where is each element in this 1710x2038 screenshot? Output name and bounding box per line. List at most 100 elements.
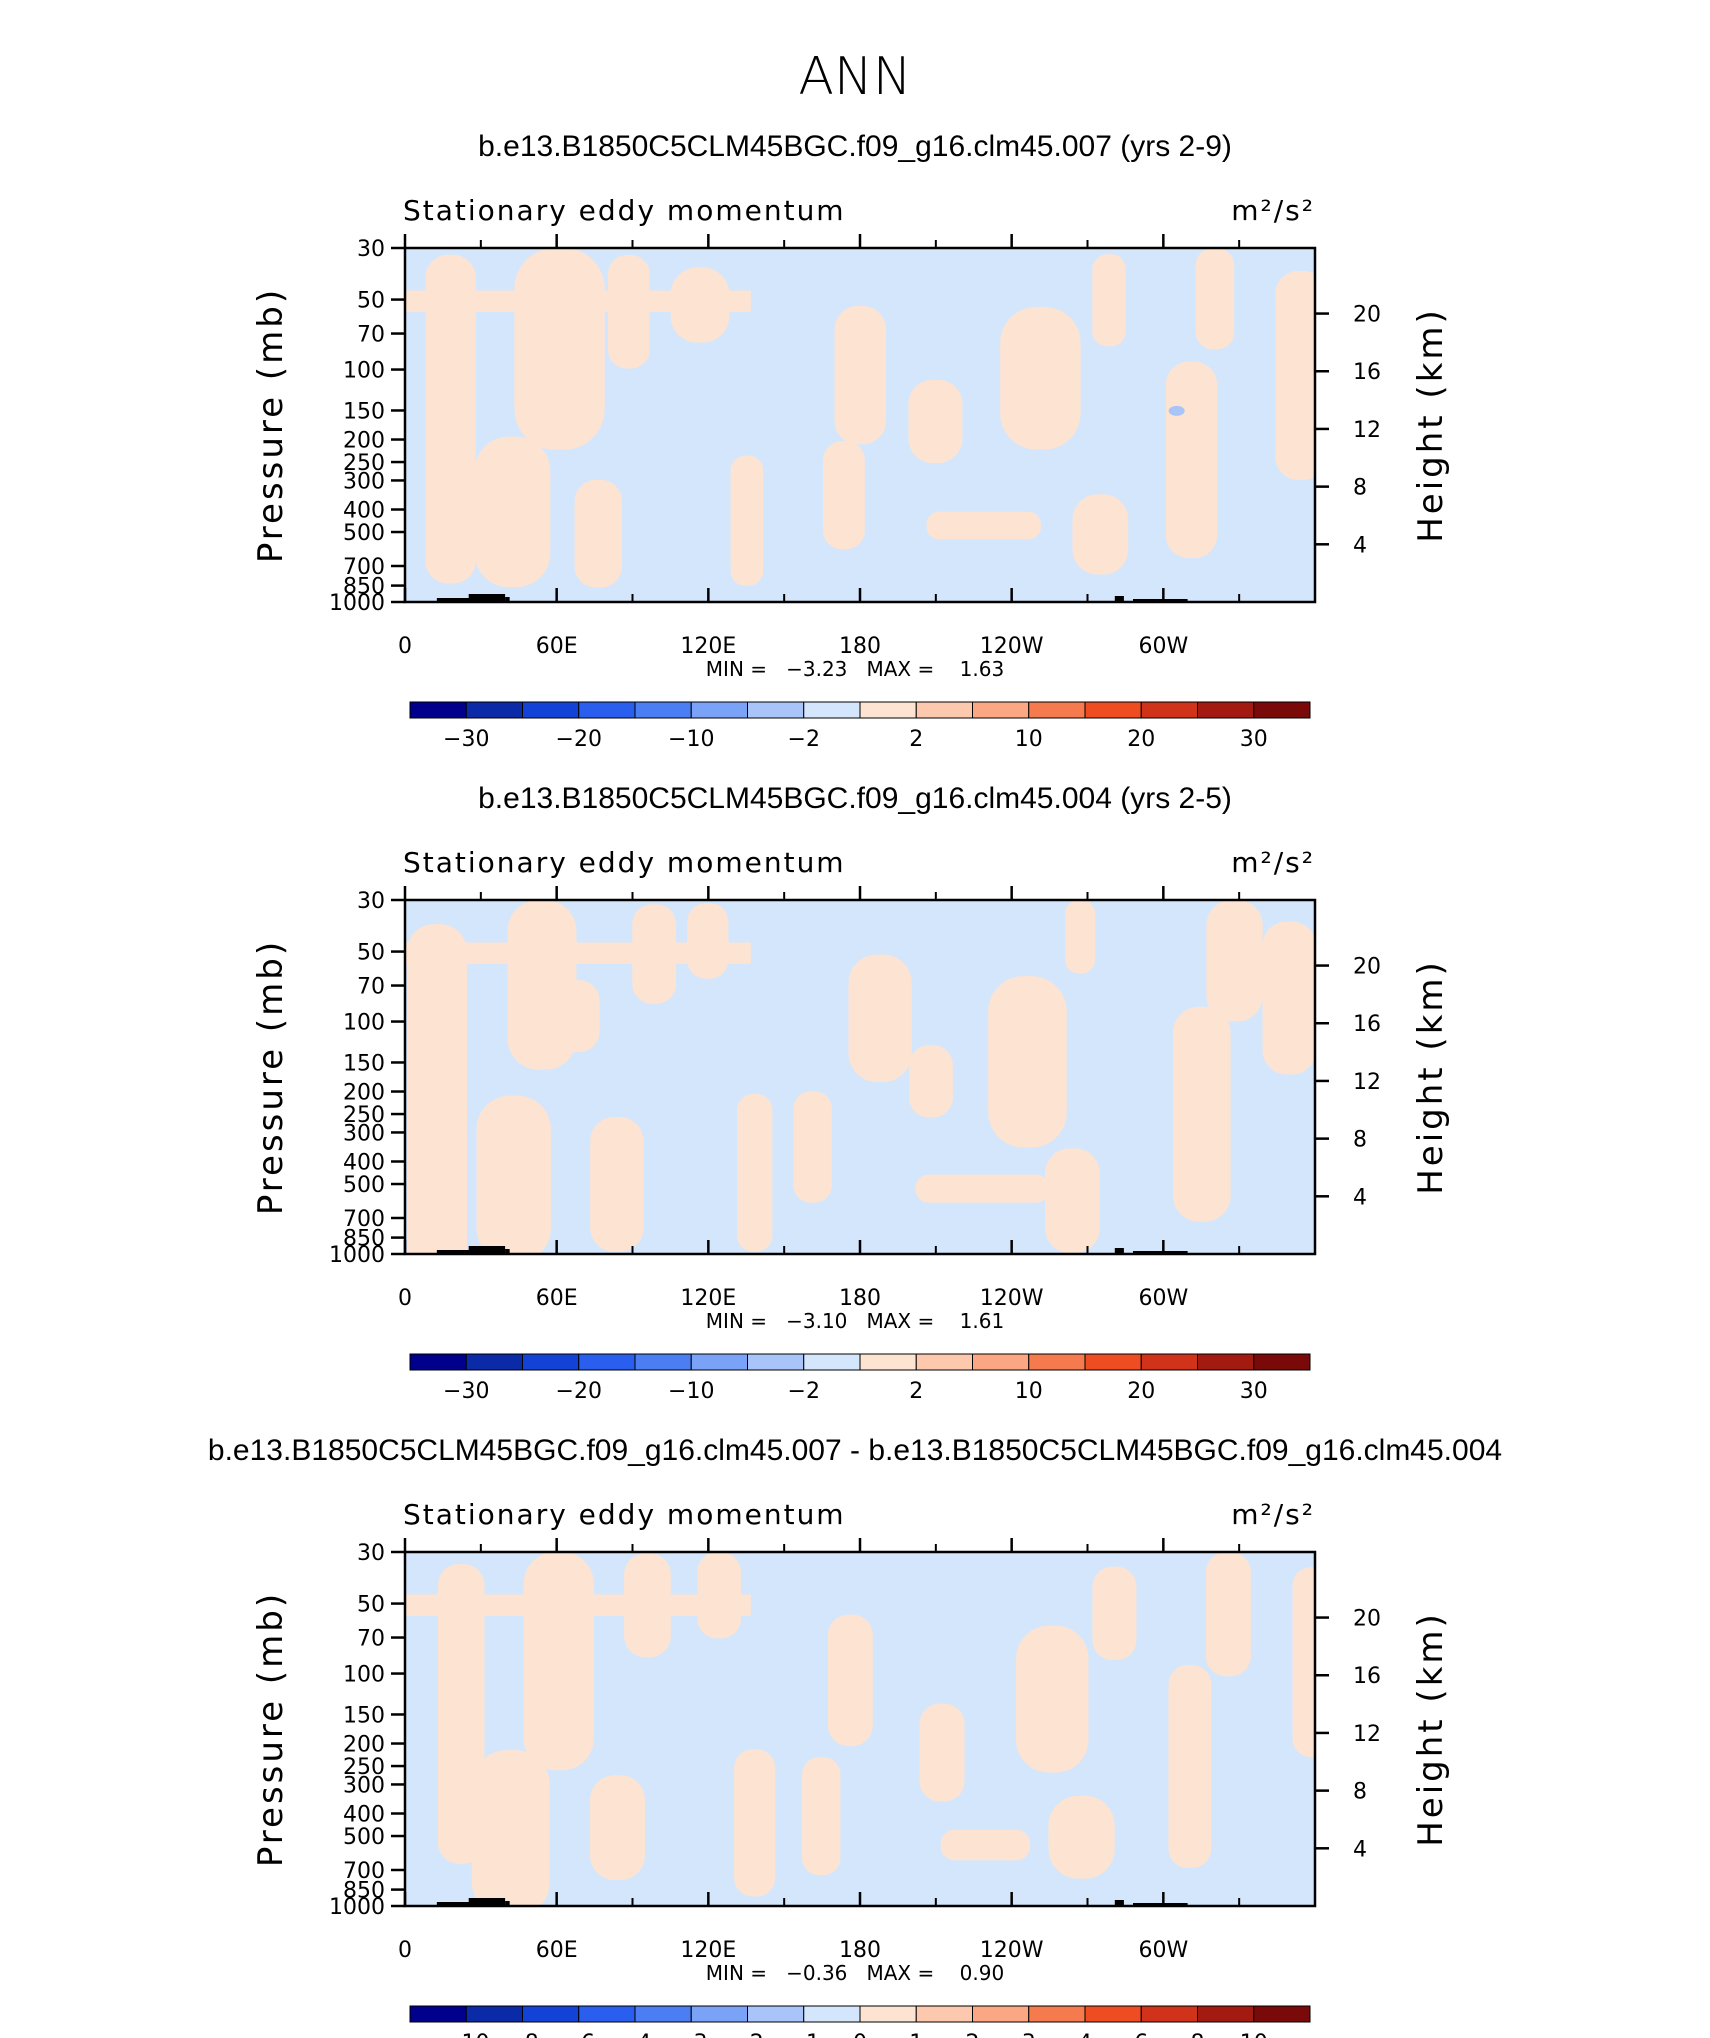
chart-panel-1: b.e13.B1850C5CLM45BGC.f09_g16.clm45.007 … xyxy=(251,130,1451,752)
y-tick-label: 700 xyxy=(343,1207,385,1232)
colorbar-swatch xyxy=(859,1353,917,1371)
right-tick-label: 20 xyxy=(1353,955,1381,980)
y-tick-label: 700 xyxy=(343,1859,385,1884)
x-tick-label: 0 xyxy=(398,1286,412,1311)
positive-contour-region xyxy=(834,305,886,445)
positive-contour-region xyxy=(1262,921,1315,1075)
colorbar-label: −10 xyxy=(668,1379,714,1404)
colorbar-swatch xyxy=(915,1353,973,1371)
colorbar-label: −2 xyxy=(731,2031,763,2038)
colorbar-swatch xyxy=(409,1353,467,1371)
y-tick-label: 250 xyxy=(343,1755,385,1780)
colorbar-swatch xyxy=(465,701,523,719)
positive-contour-region xyxy=(1045,1148,1100,1254)
positive-contour-region xyxy=(534,1639,580,1713)
colorbar-swatch xyxy=(409,2005,467,2023)
positive-contour-region xyxy=(554,980,600,1053)
topography-mask xyxy=(1114,1248,1124,1254)
positive-contour-region xyxy=(1065,900,1096,974)
min-max-stats: MIN = −3.10 MAX = 1.61 xyxy=(706,1309,1004,1333)
colorbar-swatch xyxy=(803,701,861,719)
panel-title: b.e13.B1850C5CLM45BGC.f09_g16.clm45.007 … xyxy=(208,1434,1502,1467)
positive-contour-region xyxy=(1205,1552,1251,1677)
positive-contour-region xyxy=(541,343,573,408)
positive-contour-region xyxy=(1072,494,1129,575)
colorbar-label: 30 xyxy=(1240,727,1268,752)
right-axis-title: Height (km) xyxy=(1411,307,1451,543)
x-tick-label: 120W xyxy=(980,634,1044,659)
positive-contour-region xyxy=(1000,306,1081,450)
right-tick-label: 16 xyxy=(1353,1664,1381,1689)
topography-mask xyxy=(505,1249,510,1254)
y-tick-label: 70 xyxy=(357,323,385,348)
colorbar-swatch xyxy=(578,701,636,719)
x-tick-label: 0 xyxy=(398,1938,412,1963)
positive-contour-region xyxy=(1092,254,1126,347)
x-tick-label: 120E xyxy=(680,1286,736,1311)
y-tick-label: 70 xyxy=(357,1627,385,1652)
positive-contour-region xyxy=(687,903,729,979)
y-tick-label: 850 xyxy=(343,1227,385,1252)
colorbar-swatch xyxy=(409,701,467,719)
colorbar-label: −4 xyxy=(619,2031,651,2038)
colorbar-swatch xyxy=(634,701,692,719)
positive-contour-region xyxy=(988,976,1067,1148)
colorbar-label: −10 xyxy=(668,727,714,752)
colorbar-swatch xyxy=(803,1353,861,1371)
y-tick-label: 50 xyxy=(357,289,385,314)
y-axis-title: Pressure (mb) xyxy=(251,1591,291,1867)
x-tick-label: 60E xyxy=(536,1938,578,1963)
positive-contour-region xyxy=(405,290,751,312)
colorbar-swatch xyxy=(1028,2005,1086,2023)
positive-contour-region xyxy=(908,379,963,464)
colorbar-swatch xyxy=(1140,701,1198,719)
colorbar-swatch xyxy=(1028,1353,1086,1371)
y-tick-label: 70 xyxy=(357,975,385,1000)
positive-contour-region xyxy=(406,924,467,1254)
topography-mask xyxy=(436,1902,483,1906)
positive-contour-region xyxy=(1168,1665,1212,1869)
colorbar-swatch xyxy=(1253,1353,1311,1371)
min-max-stats: MIN = −3.23 MAX = 1.63 xyxy=(706,657,1004,681)
y-tick-label: 850 xyxy=(343,1879,385,1904)
x-tick-label: 180 xyxy=(839,1286,881,1311)
positive-contour-region xyxy=(574,479,623,588)
colorbar-swatch xyxy=(634,2005,692,2023)
colorbar-swatch xyxy=(465,2005,523,2023)
y-tick-label: 200 xyxy=(343,1081,385,1106)
colorbar-label: 3 xyxy=(1022,2031,1036,2038)
colorbar-label: −6 xyxy=(563,2031,595,2038)
positive-contour-region xyxy=(823,441,865,550)
colorbar-label: −2 xyxy=(788,1379,820,1404)
colorbar-label: −3 xyxy=(675,2031,707,2038)
colorbar-swatch xyxy=(1028,701,1086,719)
colorbar-swatch xyxy=(690,701,748,719)
topography-mask xyxy=(1133,599,1188,602)
colorbar-swatch xyxy=(915,2005,973,2023)
colorbar-swatch xyxy=(1084,1353,1142,1371)
colorbar-label: 8 xyxy=(1191,2031,1205,2038)
positive-contour-region xyxy=(926,511,1041,540)
colorbar-label: 30 xyxy=(1240,1379,1268,1404)
right-tick-label: 4 xyxy=(1353,1837,1367,1862)
colorbar-swatch xyxy=(690,2005,748,2023)
right-tick-label: 8 xyxy=(1353,1128,1367,1153)
y-axis-title: Pressure (mb) xyxy=(251,939,291,1215)
positive-contour-region xyxy=(919,1703,965,1802)
y-axis-title: Pressure (mb) xyxy=(251,287,291,563)
right-tick-label: 20 xyxy=(1353,1607,1381,1632)
right-tick-label: 4 xyxy=(1353,1185,1367,1210)
panel-subtitle: Stationary eddy momentum xyxy=(403,846,846,879)
colorbar-label: −20 xyxy=(556,727,602,752)
negative-contour-region xyxy=(1168,405,1185,416)
colorbar-label: 20 xyxy=(1127,727,1155,752)
positive-contour-region xyxy=(909,1045,953,1118)
colorbar-swatch xyxy=(859,701,917,719)
positive-contour-region xyxy=(425,254,476,584)
colorbar-swatch xyxy=(859,2005,917,2023)
y-tick-label: 150 xyxy=(343,399,385,424)
colorbar-swatch xyxy=(747,2005,805,2023)
right-tick-label: 4 xyxy=(1353,533,1367,558)
positive-contour-region xyxy=(1275,270,1315,481)
